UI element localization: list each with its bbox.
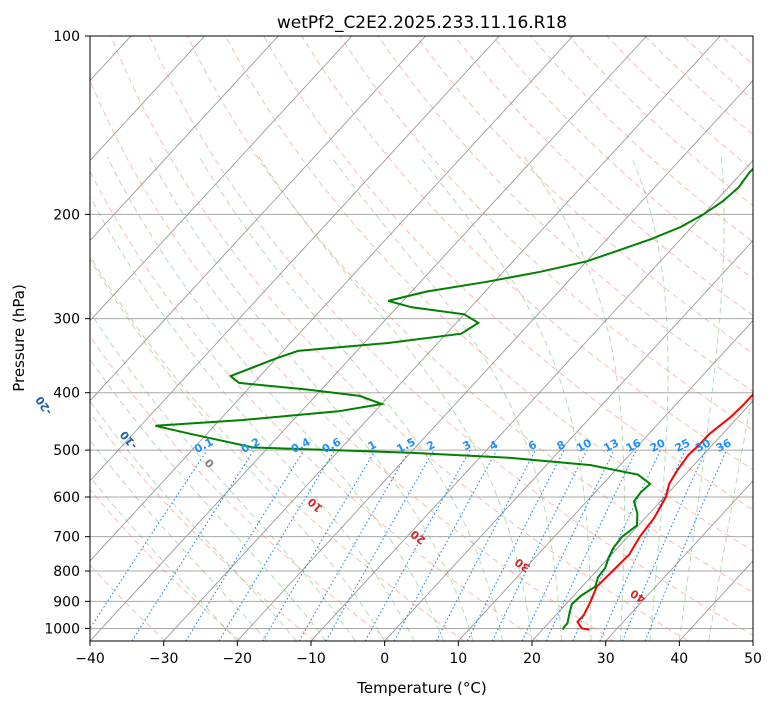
mixing-ratio-label: 10 [574,436,594,455]
isotherm-line [605,480,753,641]
mixing-ratio-label: 25 [673,436,693,455]
moist-adiabat-line [258,156,533,641]
y-tick-label: 1000 [44,621,80,637]
y-tick-label: 900 [53,594,80,610]
isotherm-line [237,79,753,641]
moist-adiabat-line [90,358,327,641]
dry-adiabat-line [148,36,753,636]
series-layer [155,167,753,631]
y-axis-label: Pressure (hPa) [10,284,28,392]
grid-layer [90,36,753,641]
moist-adiabat-line [419,156,592,641]
moist-adiabat-line [90,257,386,641]
isotherm-line [90,36,353,322]
isotherm-line [384,239,753,641]
mixing-ratio-line [599,449,686,641]
x-tick-label: −20 [223,651,253,667]
moist-adiabat-line [90,476,238,641]
x-tick-label: 10 [449,651,467,667]
dry-adiabat-line [90,412,316,641]
dry-adiabat-line [301,36,753,471]
mixing-ratio-line [131,449,255,641]
mixing-ratio-line [644,449,728,641]
y-tick-label: 500 [53,443,80,459]
x-tick-label: 20 [523,651,541,667]
mixing-ratio-line [325,449,435,641]
axes-layer: −40 −30 −20 −10 0 10 20 30 40 50 1000 900 800 700 600 5… [44,29,762,667]
y-tick-label: 300 [53,312,80,328]
mixing-ratio-label: 16 [624,436,644,455]
isotherm-line [458,320,753,641]
dry-adiabat-line [90,334,390,641]
dry-adiabat-line [90,564,166,641]
mixing-ratio-line [90,449,208,630]
mixing-ratio-line [467,449,565,641]
moist-adiabat-line [90,195,415,641]
moist-adiabat-line [90,311,356,641]
chart-title: wetPf2_C2E2.2025.233.11.16.R18 [277,13,567,33]
isotherm-line [90,36,426,402]
isotherm-line [90,36,647,641]
moist-adiabat-line [90,439,268,641]
moist-adiabat-line [106,156,445,641]
mixing-ratio-label: 20 [648,436,668,455]
x-tick-label: 30 [597,651,615,667]
dry-adiabat-line [90,488,241,641]
isotherm-line [90,36,279,242]
y-tick-label: 400 [53,386,80,402]
mixing-ratio-line [393,449,498,641]
dry-adiabat-line [225,36,753,552]
mixing-ratio-line [218,449,336,641]
moist-adiabat-line [149,156,474,641]
y-tick-label: 100 [53,29,80,45]
mixing-ratio-label: 13 [601,436,621,455]
temperature-profile-line [576,392,753,631]
isotherm-line [90,36,500,482]
x-tick-label: 50 [744,651,762,667]
mixing-ratio-label: 36 [714,436,734,455]
dewpoint-profile-line [155,167,753,631]
moist-adiabat-line [678,156,725,641]
mixing-ratio-line [491,449,588,641]
dry-adiabat-line [186,36,753,594]
dry-adiabat-line [90,170,540,641]
dry-adiabat-line [453,36,753,317]
moist-adiabat-line [708,388,753,641]
isotherm-line [90,36,574,562]
x-axis-label: Temperature (°C) [356,679,486,697]
mixing-ratio-label: 30 [693,436,713,455]
dry-adiabat-line [110,36,689,641]
mixing-ratio-line [621,449,707,641]
y-tick-label: 800 [53,564,80,580]
x-tick-label: −30 [149,651,179,667]
moist-adiabat-line [90,400,297,641]
dry-adiabat-line [90,79,614,641]
x-tick-label: 40 [670,651,688,667]
isotherm-line [310,159,753,641]
dry-adiabat-line [263,36,753,511]
x-tick-label: −10 [296,651,326,667]
isotherm-line [531,400,753,641]
y-tick-label: 200 [53,207,80,223]
mixing-ratio-line [185,449,305,641]
x-tick-label: 0 [380,651,389,667]
x-tick-label: −40 [75,651,105,667]
y-tick-label: 700 [53,530,80,546]
y-tick-label: 600 [53,490,80,506]
plot-frame [89,35,754,642]
moist-adiabat-line [631,156,669,641]
isotherm-line [90,36,205,162]
dry-adiabat-line [90,254,465,641]
mixing-ratio-line [364,449,471,641]
moist-adiabat-line [523,156,625,641]
moist-adiabat-line [331,156,562,641]
moist-adiabat-line [198,156,503,641]
